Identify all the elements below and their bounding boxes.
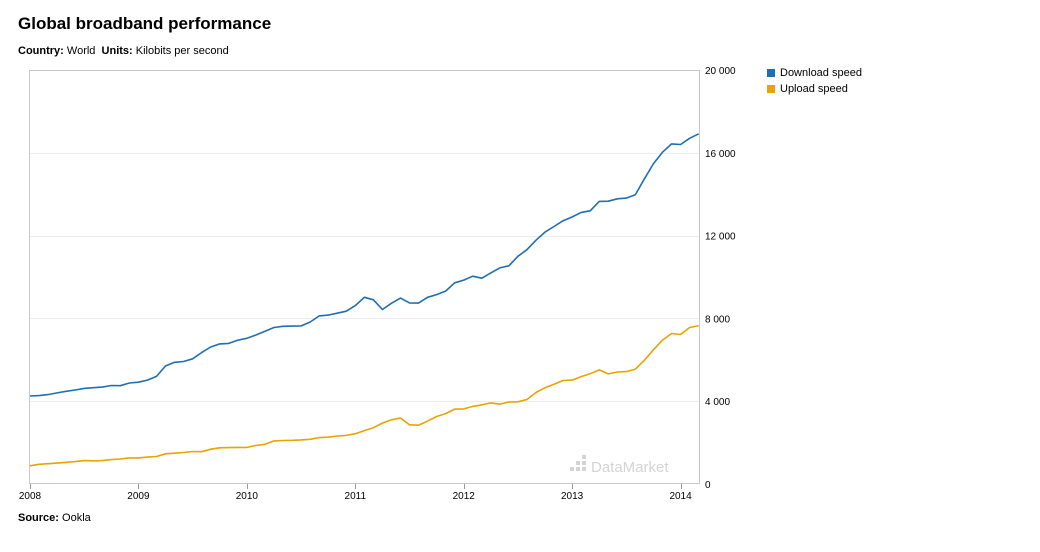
legend-swatch-download <box>767 69 775 77</box>
chart-title: Global broadband performance <box>18 14 272 33</box>
source-note: Source: Ookla <box>18 512 91 524</box>
logo-dot <box>576 467 580 471</box>
logo-dot <box>570 467 574 471</box>
series-line-upload[interactable] <box>29 324 699 467</box>
x-tick-label: 2014 <box>669 491 692 502</box>
plot-frame <box>29 70 700 484</box>
y-tick-label: 12 000 <box>705 232 736 243</box>
legend-swatch-upload <box>767 85 775 93</box>
chart-meta: Country: World Units: Kilobits per secon… <box>18 45 229 57</box>
grid-lines <box>30 153 699 402</box>
legend: Download speed Upload speed <box>767 65 862 97</box>
logo-dot <box>576 461 580 465</box>
legend-label-upload: Upload speed <box>780 83 848 95</box>
y-tick-label: 16 000 <box>705 149 736 160</box>
x-tick-label: 2009 <box>127 491 150 502</box>
datamarket-logo-icon <box>570 455 586 471</box>
logo-dot <box>582 461 586 465</box>
x-tick-label: 2012 <box>453 491 476 502</box>
x-axis: 2008 2009 2010 2011 2012 2013 2014 <box>19 484 692 502</box>
legend-item-upload[interactable]: Upload speed <box>767 81 862 97</box>
legend-label-download: Download speed <box>780 67 862 79</box>
datamarket-watermark: DataMarket <box>591 459 669 476</box>
logo-dot <box>582 455 586 459</box>
series-line-download[interactable] <box>29 133 700 397</box>
y-tick-label: 4 000 <box>705 397 730 408</box>
x-tick-label: 2008 <box>19 491 42 502</box>
x-tick-label: 2011 <box>345 491 367 502</box>
units-value: Kilobits per second <box>135 45 229 57</box>
x-tick-label: 2013 <box>561 491 584 502</box>
series-layer <box>29 133 700 467</box>
legend-item-download[interactable]: Download speed <box>767 65 862 81</box>
y-tick-label: 0 <box>705 480 711 491</box>
y-tick-label: 8 000 <box>705 314 730 325</box>
logo-dot <box>582 467 586 471</box>
units-label: Units: <box>101 45 133 57</box>
source-label: Source: <box>18 512 59 524</box>
source-value: Ookla <box>62 512 91 524</box>
country-label: Country: <box>18 45 64 57</box>
y-axis: 0 4 000 8 000 12 000 16 000 20 000 <box>705 66 736 491</box>
x-tick-label: 2010 <box>236 491 259 502</box>
country-value: World <box>66 45 96 57</box>
y-tick-label: 20 000 <box>705 66 736 77</box>
